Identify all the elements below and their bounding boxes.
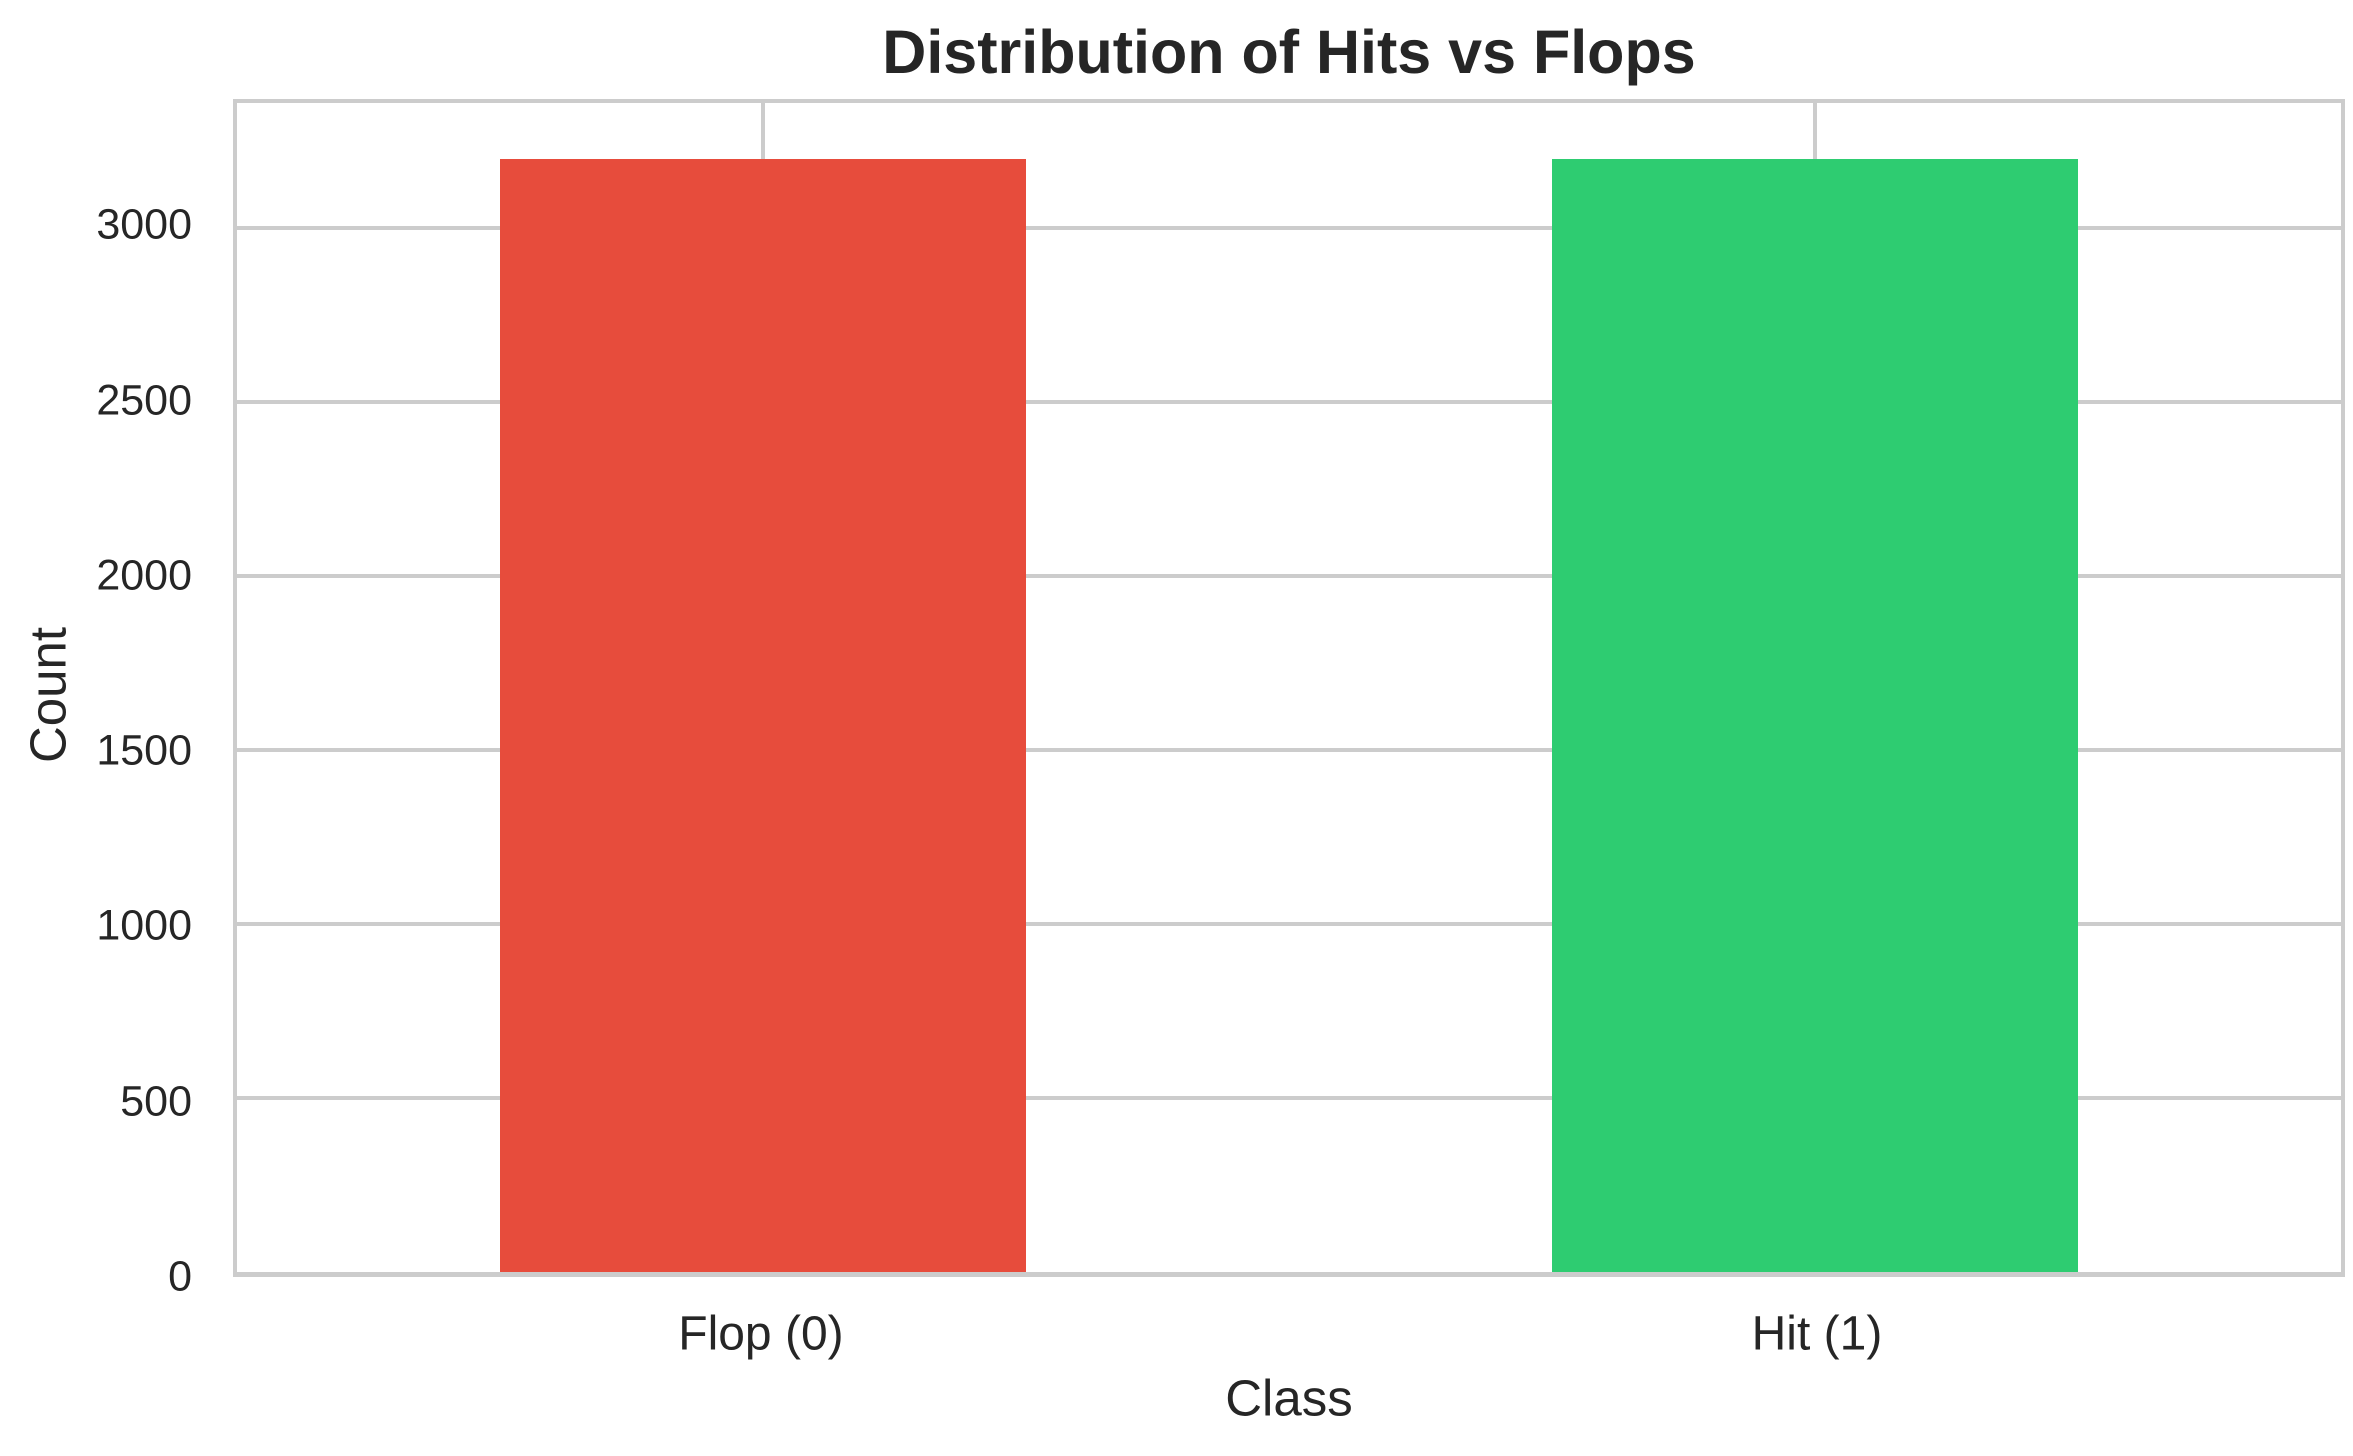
chart-title: Distribution of Hits vs Flops: [882, 18, 1696, 86]
y-tick-label-0: 0: [168, 1252, 192, 1301]
y-axis-tick-labels: 0 500 1000 1500 2000 2500 3000: [0, 99, 192, 1301]
plot-area: [232, 99, 2345, 1278]
y-tick-label-2500: 2500: [96, 376, 192, 425]
gridline-h-2000: [236, 574, 2341, 579]
x-axis-label: Class: [1225, 1369, 1353, 1427]
y-tick-label-1500: 1500: [96, 726, 192, 775]
bar-hit-1: [1551, 158, 2078, 1273]
gridline-h-500: [236, 1096, 2341, 1101]
gridline-h-1000: [236, 922, 2341, 927]
gridline-h-1500: [236, 748, 2341, 753]
y-tick-label-500: 500: [120, 1077, 192, 1126]
y-tick-label-1000: 1000: [96, 901, 192, 950]
gridline-h-2500: [236, 400, 2341, 405]
y-tick-label-3000: 3000: [96, 200, 192, 249]
bar-flop-0: [499, 158, 1026, 1273]
x-tick-label-2: Hit (1): [1751, 1307, 1883, 1361]
gridline-h-3000: [236, 226, 2341, 231]
y-tick-label-2000: 2000: [96, 551, 192, 600]
x-tick-label-1: Flop (0): [678, 1307, 844, 1361]
y-axis-label: Count: [19, 626, 77, 763]
